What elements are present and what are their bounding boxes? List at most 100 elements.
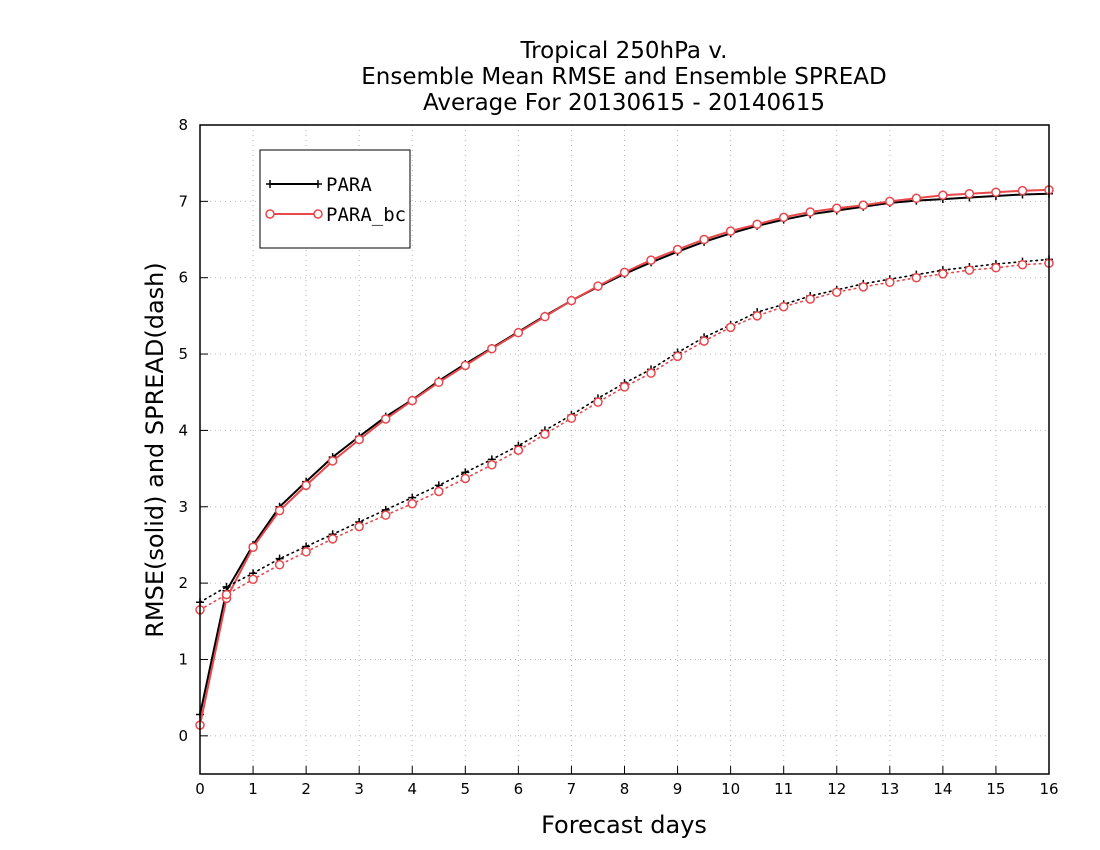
data-point-para-bc-rmse [619, 267, 630, 278]
data-point-para-bc-spread [434, 486, 444, 497]
legend-label-para-bc: PARA_bc [326, 204, 406, 226]
legend-marker-para-left [266, 180, 274, 188]
x-tick-label: 9 [673, 780, 683, 798]
y-tick-label: 8 [178, 116, 188, 134]
x-tick-label: 0 [195, 780, 205, 798]
data-point-para-bc-spread [593, 397, 603, 407]
data-point-para-bc-spread [778, 301, 789, 312]
data-point-para-bc-spread [301, 547, 311, 557]
data-point-para-bc-spread [699, 336, 709, 346]
data-point-para-bc-spread [540, 429, 550, 439]
x-tick-label: 11 [774, 780, 793, 798]
legend-entry-para-bc: PARA_bc [265, 204, 406, 226]
data-point-para-bc-rmse [566, 295, 577, 306]
legend-label-para: PARA [326, 174, 372, 196]
legend-box [259, 149, 411, 249]
data-point-para-bc-spread [221, 589, 232, 600]
data-point-para-bc-rmse [460, 360, 471, 371]
data-point-para-bc-rmse [832, 203, 842, 213]
data-point-para-bc-rmse [1017, 185, 1028, 196]
data-point-para-bc-rmse [274, 505, 285, 516]
data-point-para-bc-rmse [699, 234, 709, 245]
data-point-para-bc-rmse [301, 480, 311, 491]
data-point-para-bc-spread [964, 265, 975, 275]
data-point-para-bc-rmse [646, 255, 656, 265]
chart-title: Tropical 250hPa v. Ensemble Mean RMSE an… [361, 38, 886, 116]
data-point-para-bc-rmse [858, 200, 869, 210]
data-point-para-bc-rmse [434, 377, 444, 388]
data-point-para-bc-spread [513, 445, 524, 456]
data-point-para-bc-rmse [964, 188, 975, 199]
data-point-para-bc-spread [672, 351, 683, 362]
x-tick-label: 2 [301, 780, 311, 798]
data-point-para-bc-rmse [805, 207, 815, 217]
data-point-para-bc-spread [991, 263, 1001, 273]
data-point-para-bc-rmse [513, 327, 524, 338]
data-point-para-bc-spread [725, 322, 736, 333]
x-tick-label: 1 [248, 780, 258, 798]
data-point-para-bc-spread [832, 287, 842, 297]
data-point-para-bc-spread [911, 272, 922, 283]
data-point-para-bc-spread [327, 534, 338, 544]
y-tick-label: 0 [178, 727, 188, 745]
data-point-para-bc-spread [805, 294, 815, 304]
x-tick-label: 5 [461, 780, 471, 798]
data-point-para-bc-spread [752, 311, 762, 321]
data-point-para-bc-spread [274, 560, 285, 570]
chart-title-line-1: Tropical 250hPa v. [520, 38, 728, 64]
y-tick-label: 1 [178, 650, 188, 668]
x-tick-label: 13 [880, 780, 899, 798]
data-point-para-bc-rmse [938, 190, 948, 200]
x-tick-label: 8 [620, 780, 630, 798]
data-point-para-bc-spread [354, 521, 364, 532]
x-axis-label: Forecast days [541, 811, 707, 839]
x-tick-label: 10 [721, 780, 740, 798]
data-point-para-bc-spread [885, 277, 895, 288]
x-tick-label: 4 [407, 780, 417, 798]
data-point-para-bc-rmse [672, 244, 683, 255]
grid [200, 125, 1049, 774]
y-tick-label: 2 [178, 574, 188, 592]
y-tick-label: 5 [178, 345, 188, 363]
x-tick-label: 3 [354, 780, 364, 798]
y-tick-label: 4 [178, 421, 188, 439]
data-point-para-bc-rmse [778, 212, 789, 223]
data-point-para-bc-rmse [380, 414, 391, 424]
data-point-para-bc-spread [566, 413, 577, 423]
x-tick-label: 7 [567, 780, 577, 798]
data-point-para-bc-rmse [752, 219, 762, 230]
data-point-para-bc-rmse [885, 196, 895, 207]
data-point-para-bc-rmse [327, 456, 338, 466]
data-point-para-bc-spread [1017, 259, 1028, 270]
legend: PARA PARA_bc [259, 149, 411, 249]
data-point-para-bc-spread [938, 269, 948, 279]
legend-marker-para-bc-left [265, 209, 275, 219]
data-point-para-bc-spread [407, 498, 417, 509]
y-axis-label: RMSE(solid) and SPREAD(dash) [141, 262, 169, 638]
data-point-para-bc-spread [380, 510, 391, 520]
legend-marker-para-bc-right [313, 209, 323, 219]
x-tick-label: 12 [827, 780, 846, 798]
data-point-para-bc-rmse [407, 395, 417, 406]
chart-title-line-2: Ensemble Mean RMSE and Ensemble SPREAD [361, 64, 886, 90]
chart-title-line-3: Average For 20130615 - 20140615 [423, 90, 825, 116]
data-point-para-bc-rmse [248, 542, 258, 552]
data-point-para-bc-rmse [725, 226, 736, 236]
y-tick-label: 6 [178, 269, 188, 287]
data-point-para-spread [222, 582, 231, 591]
data-point-para-bc-spread [487, 460, 497, 470]
y-tick-label: 7 [178, 192, 188, 210]
legend-entry-para: PARA [266, 174, 372, 196]
data-point-para-bc-rmse [540, 311, 550, 322]
x-tick-label: 16 [1039, 780, 1058, 798]
data-point-para-bc-spread [646, 368, 656, 378]
data-point-para-bc-rmse [354, 434, 364, 445]
x-tick-label: 6 [514, 780, 524, 798]
legend-marker-para-right [314, 180, 322, 188]
data-point-para-bc-rmse [593, 281, 603, 291]
data-point-para-bc-spread [858, 282, 869, 292]
y-tick-label: 3 [178, 498, 188, 516]
data-point-para-bc-spread [248, 574, 258, 585]
